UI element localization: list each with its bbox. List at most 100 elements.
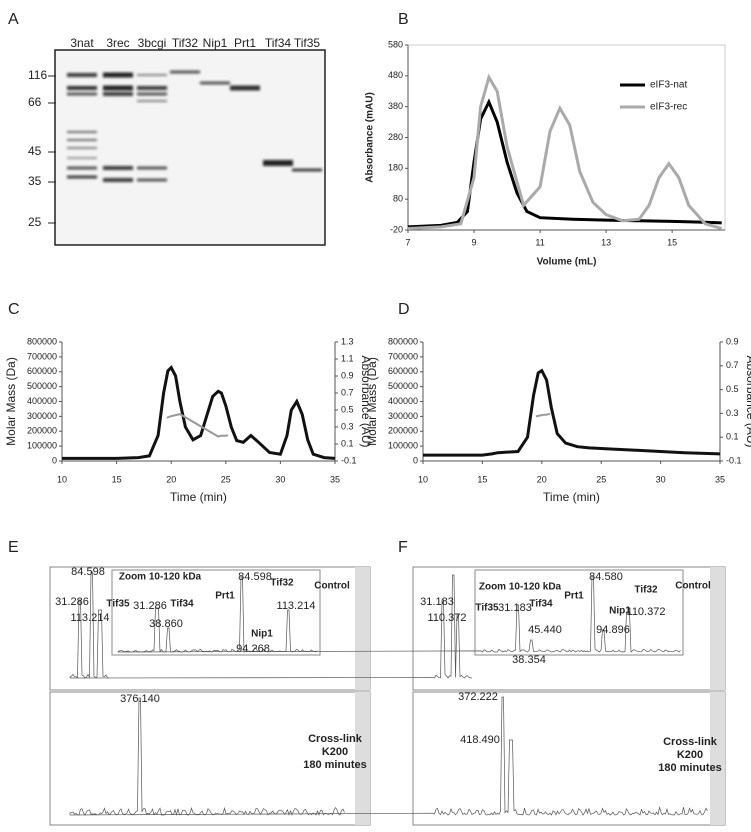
y2-tick-label: 0.9 [341, 370, 354, 380]
peak-annotation: 94.268 [236, 643, 270, 655]
y-tick-label: 0 [52, 455, 57, 465]
peak-annotation: 180 minutes [658, 762, 722, 774]
x-tick-label: 30 [656, 474, 666, 484]
gel-band [103, 178, 133, 182]
y-tick-label: 700000 [388, 351, 418, 361]
lane-label: 3rec [106, 36, 129, 50]
x-tick-label: 13 [601, 237, 611, 247]
x-axis-label: Time (min) [543, 490, 600, 504]
y2-tick-label: 0.1 [341, 438, 354, 448]
y2-tick-label: -0.1 [726, 455, 742, 465]
gel-band [137, 179, 167, 182]
gel-band [103, 73, 133, 78]
panel-label: A [8, 11, 19, 28]
gel-band [292, 169, 322, 172]
peak-annotation: 180 minutes [303, 759, 367, 771]
peak-annotation: 418.490 [460, 734, 500, 746]
lane-label: Nip1 [203, 36, 228, 50]
gel-band [103, 86, 133, 91]
peak-annotation: Tif34 [529, 599, 553, 610]
peak-annotation: 45.440 [528, 624, 562, 636]
lane-label: Tif35 [294, 36, 321, 50]
x-tick-label: 25 [221, 474, 231, 484]
gel-band [103, 166, 133, 170]
panel-label: D [398, 301, 410, 318]
y-tick-label: 180 [388, 163, 403, 173]
y-tick-label: 500000 [27, 381, 57, 391]
y2-tick-label: 0.5 [341, 404, 354, 414]
y-tick-label: 200000 [27, 426, 57, 436]
lane-label: 3nat [70, 36, 94, 50]
peak-annotation: Cross-link [308, 733, 363, 745]
y-tick-label: 300000 [27, 411, 57, 421]
y2-tick-label: 1.3 [341, 336, 354, 346]
legend-label: eIF3-nat [650, 80, 687, 91]
y-tick-label: 100000 [27, 441, 57, 451]
y2-axis-label: Absorbance (AU) [744, 355, 751, 447]
y-tick-label: 400000 [27, 396, 57, 406]
x-tick-label: 10 [418, 474, 428, 484]
peak-annotation: 84.580 [589, 571, 623, 583]
y2-tick-label: -0.1 [341, 455, 357, 465]
spectrum-strip [355, 567, 370, 690]
series-line [408, 102, 722, 227]
y-tick-label: 600000 [388, 366, 418, 376]
panel-label: E [8, 539, 19, 556]
gel-band [103, 92, 133, 96]
gel-band [67, 157, 97, 159]
series-line [167, 414, 228, 436]
y-tick-label: 80 [393, 194, 403, 204]
gel-band [67, 131, 97, 133]
lane-label: Tif34 [265, 36, 292, 50]
peak-annotation: 84.598 [238, 571, 272, 583]
y-axis-label: Absorbance (mAU) [365, 92, 376, 183]
gel-band [137, 74, 167, 76]
y-tick-label: 200000 [388, 426, 418, 436]
gel-band [67, 73, 97, 77]
x-tick-label: 20 [537, 474, 547, 484]
series-line [423, 371, 720, 456]
plot-frame [62, 342, 335, 461]
peak-annotation: 31.183 [420, 596, 454, 608]
y2-tick-label: 0.3 [726, 408, 739, 418]
marker-label: 116 [28, 68, 47, 82]
peak-annotation: Cross-link [663, 736, 718, 748]
peak-annotation: 31.286 [133, 600, 167, 612]
y-tick-label: 600000 [27, 366, 57, 376]
panel-label: B [398, 11, 409, 28]
peak-annotation: 31.183 [498, 602, 532, 614]
panel-label: F [398, 539, 408, 556]
peak-annotation: K200 [677, 749, 703, 761]
y2-tick-label: 0.9 [726, 336, 739, 346]
x-axis-label: Time (min) [170, 490, 227, 504]
x-tick-label: 10 [57, 474, 67, 484]
legend-label: eIF3-rec [650, 102, 687, 113]
y-tick-label: 580 [388, 39, 403, 49]
x-tick-label: 15 [112, 474, 122, 484]
peak-annotation: Tif35 [106, 599, 130, 610]
marker-label: 25 [28, 215, 42, 229]
panel-label: C [8, 301, 20, 318]
peak-annotation: Tif34 [170, 599, 194, 610]
peak-annotation: Prt1 [215, 591, 235, 602]
peak-annotation: 110.372 [428, 612, 467, 624]
peak-annotation: Zoom 10-120 kDa [479, 582, 562, 593]
y2-tick-label: 1.1 [341, 353, 354, 363]
peak-annotation: K200 [322, 746, 348, 758]
y2-tick-label: 0.7 [726, 360, 739, 370]
x-tick-label: 15 [667, 237, 677, 247]
gel-band [230, 86, 260, 91]
gel-band [67, 176, 97, 179]
y-tick-label: 400000 [388, 396, 418, 406]
peak-annotation: Zoom 10-120 kDa [119, 572, 202, 583]
y2-tick-label: 0.7 [341, 387, 354, 397]
peak-annotation: Prt1 [564, 591, 584, 602]
gel-band [67, 139, 97, 141]
gel-band [67, 167, 97, 170]
peak-annotation: Control [314, 581, 350, 592]
y2-tick-label: 0.3 [341, 421, 354, 431]
peak-annotation: Control [675, 581, 711, 592]
gel-band [263, 160, 293, 166]
marker-label: 35 [28, 174, 42, 188]
